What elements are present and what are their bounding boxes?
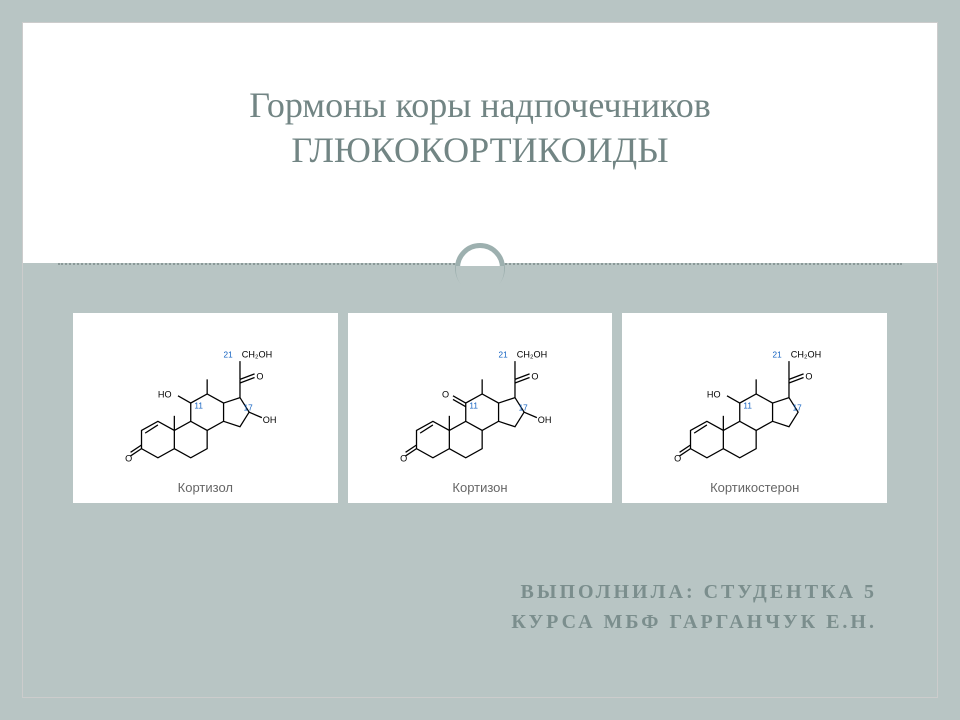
svg-text:17: 17 xyxy=(518,403,528,412)
svg-text:11: 11 xyxy=(194,402,203,411)
molecule-structure: O O 11 O 21 CH₂OH 17 OH xyxy=(354,321,607,476)
molecule-name: Кортизон xyxy=(452,480,507,495)
molecule-structure: O HO 11 O 21 CH₂OH 17 xyxy=(628,321,881,476)
svg-text:21: 21 xyxy=(773,350,783,359)
svg-text:11: 11 xyxy=(744,402,753,411)
author-line-1: ВЫПОЛНИЛА: СТУДЕНТКА 5 xyxy=(521,581,878,603)
svg-text:OH: OH xyxy=(537,415,551,425)
divider-circle xyxy=(455,243,505,293)
svg-text:O: O xyxy=(442,390,449,400)
molecule-name: Кортикостерон xyxy=(710,480,799,495)
svg-text:O: O xyxy=(125,453,132,463)
author-block: ВЫПОЛНИЛА: СТУДЕНТКА 5 КУРСА МБФ ГАРГАНЧ… xyxy=(323,577,877,637)
slide: Гормоны коры надпочечников ГЛЮКОКОРТИКОИ… xyxy=(22,22,938,698)
molecules-row: O HO 11 O 21 CH₂OH 17 OH Кортизол xyxy=(73,313,887,503)
svg-text:CH₂OH: CH₂OH xyxy=(516,349,546,359)
molecule-card: O HO 11 O 21 CH₂OH 17 Кортикостерон xyxy=(622,313,887,503)
svg-text:17: 17 xyxy=(244,403,254,412)
svg-text:O: O xyxy=(674,453,681,463)
svg-text:O: O xyxy=(400,453,407,463)
svg-text:OH: OH xyxy=(263,415,277,425)
author-line-2: КУРСА МБФ ГАРГАНЧУК Е.Н. xyxy=(511,611,877,633)
svg-text:HO: HO xyxy=(158,390,172,400)
svg-text:HO: HO xyxy=(707,390,721,400)
title-line-1: Гормоны коры надпочечников xyxy=(249,85,711,125)
title-line-2: ГЛЮКОКОРТИКОИДЫ xyxy=(291,130,668,170)
svg-text:O: O xyxy=(256,371,263,381)
svg-text:17: 17 xyxy=(793,403,803,412)
svg-text:CH₂OH: CH₂OH xyxy=(791,349,821,359)
page-title: Гормоны коры надпочечников ГЛЮКОКОРТИКОИ… xyxy=(23,83,937,173)
svg-text:O: O xyxy=(806,371,813,381)
svg-text:21: 21 xyxy=(224,350,234,359)
svg-text:11: 11 xyxy=(469,402,478,411)
molecule-card: O O 11 O 21 CH₂OH 17 OH Кортизон xyxy=(348,313,613,503)
svg-text:O: O xyxy=(531,371,538,381)
svg-text:CH₂OH: CH₂OH xyxy=(242,349,272,359)
molecule-name: Кортизол xyxy=(178,480,233,495)
svg-text:21: 21 xyxy=(498,350,508,359)
molecule-card: O HO 11 O 21 CH₂OH 17 OH Кортизол xyxy=(73,313,338,503)
molecule-structure: O HO 11 O 21 CH₂OH 17 OH xyxy=(79,321,332,476)
